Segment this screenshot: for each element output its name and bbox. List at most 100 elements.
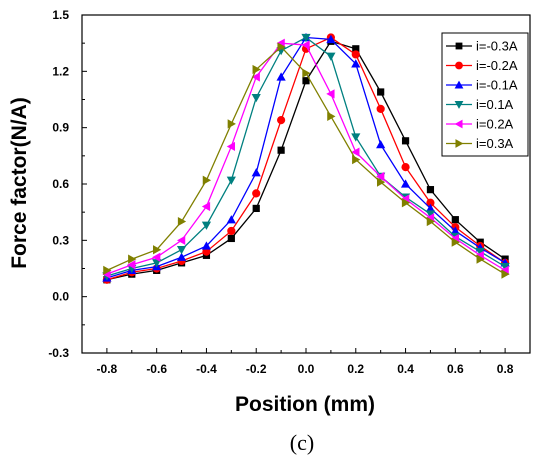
x-tick-label: -0.4 bbox=[196, 362, 217, 376]
data-point bbox=[451, 237, 460, 247]
data-point bbox=[202, 175, 212, 185]
x-tick-label: -0.8 bbox=[97, 362, 118, 376]
data-point bbox=[475, 247, 485, 257]
x-tick-label: -0.2 bbox=[246, 362, 267, 376]
legend: i=-0.3A i=-0.2A i=-0.1A i=0.1A i=0.2A i=0.3A bbox=[441, 32, 529, 157]
x-tick-label: 0.4 bbox=[397, 362, 414, 376]
data-point bbox=[376, 177, 386, 187]
legend-marker bbox=[455, 61, 463, 70]
data-point bbox=[450, 226, 460, 235]
x-tick-label: 0.6 bbox=[447, 362, 464, 376]
legend-item: i=-0.3A bbox=[446, 39, 518, 54]
data-point bbox=[351, 133, 361, 142]
data-point bbox=[252, 204, 260, 213]
data-point bbox=[352, 45, 360, 53]
data-point bbox=[227, 234, 235, 243]
y-tick-label: 1.2 bbox=[52, 64, 69, 78]
legend-box bbox=[441, 32, 529, 157]
data-point bbox=[501, 269, 510, 279]
data-point bbox=[152, 245, 162, 255]
legend-label: i=-0.3A bbox=[476, 39, 518, 54]
data-point bbox=[326, 52, 336, 61]
x-tick-label: 0.0 bbox=[298, 362, 315, 376]
data-point bbox=[302, 68, 311, 78]
data-point bbox=[152, 252, 161, 262]
data-point bbox=[227, 226, 236, 236]
y-tick-label: 0.6 bbox=[52, 177, 69, 191]
y-tick-label: -0.3 bbox=[48, 346, 69, 360]
legend-marker bbox=[455, 42, 463, 50]
data-point bbox=[276, 72, 286, 81]
legend-marker bbox=[454, 119, 463, 129]
legend-item: i=-0.1A bbox=[446, 78, 518, 93]
x-axis-title: Position (mm) bbox=[235, 393, 375, 416]
legend-item: i=0.1A bbox=[446, 97, 514, 112]
data-point bbox=[177, 216, 187, 227]
data-point bbox=[426, 216, 436, 227]
data-point bbox=[226, 215, 236, 224]
legend-label: i=0.3A bbox=[476, 136, 514, 151]
data-point bbox=[277, 146, 285, 154]
y-tick-label: 0.3 bbox=[52, 233, 69, 247]
data-point bbox=[326, 34, 336, 44]
y-tick-label: 1.5 bbox=[52, 8, 69, 22]
data-point bbox=[351, 147, 360, 157]
data-point bbox=[352, 154, 361, 165]
data-point bbox=[302, 77, 310, 85]
data-point bbox=[127, 260, 136, 270]
legend-label: i=-0.2A bbox=[476, 58, 518, 73]
y-tick-label: 0.0 bbox=[52, 290, 69, 304]
data-point bbox=[426, 186, 435, 194]
data-point bbox=[301, 33, 311, 43]
data-point bbox=[251, 72, 260, 82]
data-point bbox=[377, 88, 385, 96]
data-point bbox=[401, 137, 410, 145]
x-tick-label: 0.2 bbox=[347, 362, 364, 376]
data-point bbox=[401, 163, 410, 172]
data-point bbox=[351, 59, 361, 68]
legend-label: i=0.1A bbox=[476, 97, 514, 112]
data-point bbox=[201, 201, 211, 212]
data-point bbox=[176, 235, 186, 245]
data-point bbox=[201, 221, 212, 230]
legend-label: i=0.2A bbox=[476, 117, 514, 132]
data-point bbox=[500, 262, 510, 272]
data-point bbox=[400, 179, 411, 188]
data-point bbox=[152, 259, 162, 268]
data-point bbox=[201, 241, 212, 250]
legend-marker bbox=[455, 139, 464, 148]
legend-label: i=-0.1A bbox=[476, 78, 518, 93]
data-point bbox=[376, 139, 386, 149]
data-point bbox=[252, 189, 261, 198]
data-point bbox=[251, 168, 261, 177]
data-point bbox=[401, 198, 411, 208]
data-point bbox=[103, 265, 112, 275]
data-point bbox=[226, 141, 236, 152]
figure-caption: (c) bbox=[290, 430, 314, 455]
legend-item: i=-0.2A bbox=[446, 58, 518, 73]
data-point bbox=[176, 252, 187, 261]
x-tick-label: 0.8 bbox=[497, 362, 514, 376]
y-axis-title: Force factor(N/A) bbox=[8, 97, 31, 269]
data-point bbox=[277, 42, 286, 52]
data-point bbox=[128, 254, 137, 264]
data-point bbox=[426, 198, 435, 207]
data-point bbox=[327, 111, 336, 121]
data-point bbox=[277, 116, 286, 125]
data-point bbox=[226, 176, 236, 185]
data-point bbox=[376, 171, 385, 182]
data-point bbox=[326, 89, 335, 99]
data-point bbox=[425, 210, 436, 219]
legend-item: i=0.3A bbox=[446, 136, 514, 151]
x-tick-label: -0.6 bbox=[146, 362, 167, 376]
series-6 bbox=[103, 42, 510, 279]
data-point bbox=[176, 246, 187, 255]
data-point bbox=[425, 203, 436, 213]
data-point bbox=[451, 216, 459, 224]
legend-marker bbox=[454, 80, 464, 89]
data-point bbox=[476, 254, 485, 264]
plot-layer: -0.3 0.0 0.3 0.6 0.9 1.2 1.5 -0.8 -0.6 -0.4 -0.2 0.… bbox=[48, 8, 531, 376]
data-point bbox=[376, 104, 385, 113]
